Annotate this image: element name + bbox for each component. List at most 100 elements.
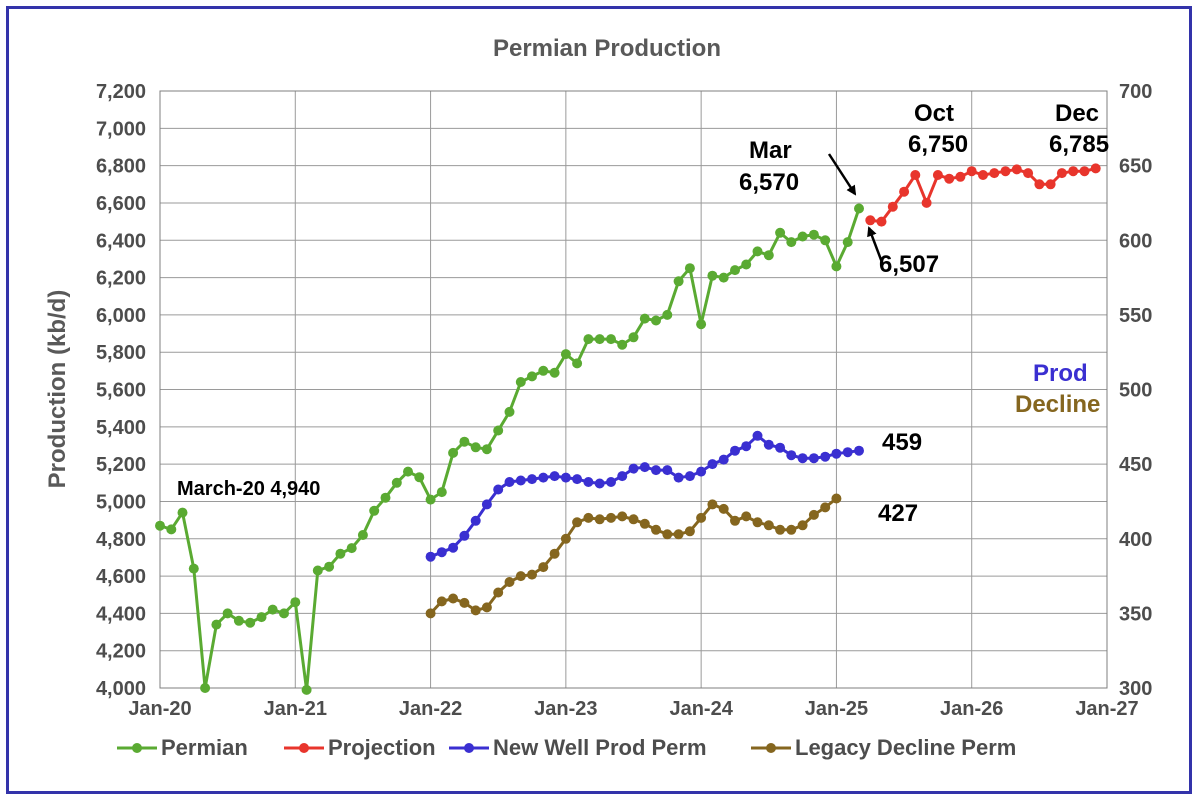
data-point-new-well-prod-perm <box>436 547 447 558</box>
legend-swatch-marker <box>766 743 776 753</box>
y2-tick-label: 450 <box>1119 454 1152 476</box>
data-point-legacy-decline-perm <box>752 517 763 528</box>
data-point-permian <box>166 524 177 535</box>
data-point-legacy-decline-perm <box>808 509 819 520</box>
y-tick-label: 4,200 <box>96 641 146 663</box>
data-point-new-well-prod-perm <box>628 463 639 474</box>
data-point-permian <box>786 237 797 248</box>
x-tick-label: Jan-21 <box>264 698 327 720</box>
data-point-permian <box>380 492 391 503</box>
data-point-projection <box>887 201 898 212</box>
y2-tick-label: 400 <box>1119 529 1152 551</box>
data-point-new-well-prod-perm <box>820 451 831 462</box>
data-point-permian <box>560 349 571 360</box>
data-point-new-well-prod-perm <box>594 478 605 489</box>
data-point-legacy-decline-perm <box>594 514 605 525</box>
data-point-new-well-prod-perm <box>842 447 853 458</box>
legend-label: Legacy Decline Perm <box>795 735 1016 760</box>
data-point-permian <box>470 442 481 453</box>
data-point-new-well-prod-perm <box>707 459 718 470</box>
data-point-projection <box>932 170 943 180</box>
annotation-arrow-mar <box>827 153 857 196</box>
data-point-legacy-decline-perm <box>673 529 684 540</box>
y-tick-label: 5,600 <box>96 380 146 402</box>
data-point-legacy-decline-perm <box>583 512 594 523</box>
data-point-legacy-decline-perm <box>763 520 774 531</box>
data-point-new-well-prod-perm <box>662 465 673 476</box>
data-point-permian <box>222 608 233 619</box>
y2-tick-label: 350 <box>1119 603 1152 625</box>
data-point-legacy-decline-perm <box>448 593 459 604</box>
data-point-permian <box>245 617 256 628</box>
data-point-projection <box>989 168 1000 179</box>
data-point-legacy-decline-perm <box>493 587 504 598</box>
y-tick-label: 7,000 <box>96 118 146 140</box>
data-point-legacy-decline-perm <box>718 503 729 514</box>
data-point-permian <box>797 231 808 242</box>
y-axis-label: Production (kb/d) <box>44 290 71 489</box>
data-point-legacy-decline-perm <box>786 524 797 535</box>
data-point-permian <box>741 259 752 270</box>
data-point-projection <box>865 215 876 226</box>
data-point-permian <box>763 250 774 261</box>
data-point-permian <box>403 466 413 477</box>
series-new-well-prod-perm <box>425 430 864 562</box>
legend-label: Permian <box>161 735 248 760</box>
data-point-permian <box>684 263 695 274</box>
data-point-permian <box>639 313 650 324</box>
annotation-decline-value: 427 <box>878 500 918 527</box>
annotation-mar-label: Mar <box>749 137 792 164</box>
data-point-legacy-decline-perm <box>606 512 616 523</box>
data-point-projection <box>910 170 921 180</box>
data-point-permian <box>312 565 323 576</box>
data-point-legacy-decline-perm <box>775 524 786 535</box>
y-tick-label: 4,400 <box>96 603 146 625</box>
data-point-legacy-decline-perm <box>527 569 537 580</box>
data-point-permian <box>459 436 470 447</box>
x-tick-label: Jan-24 <box>669 698 733 720</box>
data-point-permian <box>808 229 819 240</box>
data-point-new-well-prod-perm <box>459 530 470 541</box>
plot-area-border <box>159 90 1108 689</box>
data-point-permian <box>267 604 278 615</box>
series-legacy-decline-perm <box>425 493 842 619</box>
data-point-permian <box>346 543 357 554</box>
data-point-new-well-prod-perm <box>572 474 583 485</box>
annotation-march20: March-20 4,940 <box>177 478 320 500</box>
data-point-permian <box>290 597 301 608</box>
data-point-new-well-prod-perm <box>741 441 752 452</box>
data-point-permian <box>391 477 402 488</box>
annotation-decline-label: Decline <box>1015 391 1100 418</box>
data-point-new-well-prod-perm <box>560 472 571 483</box>
data-point-legacy-decline-perm <box>515 571 526 582</box>
data-point-new-well-prod-perm <box>538 472 549 483</box>
data-point-new-well-prod-perm <box>854 445 864 456</box>
data-point-permian <box>188 563 199 574</box>
data-point-permian <box>673 276 684 287</box>
data-point-new-well-prod-perm <box>583 477 594 487</box>
data-point-legacy-decline-perm <box>470 605 481 616</box>
y-tick-label: 6,800 <box>96 156 146 178</box>
data-point-projection <box>1034 179 1045 190</box>
legend: Permian Projection New Well Prod Perm Legac… <box>117 735 1016 760</box>
x-tick-label: Jan-26 <box>940 698 1003 720</box>
data-point-permian <box>696 319 707 330</box>
y-tick-label: 5,800 <box>96 342 146 364</box>
data-point-projection <box>1090 163 1101 174</box>
data-point-new-well-prod-perm <box>448 542 459 553</box>
data-point-legacy-decline-perm <box>617 511 628 522</box>
data-point-legacy-decline-perm <box>696 512 707 523</box>
data-point-permian <box>628 332 639 343</box>
data-point-new-well-prod-perm <box>718 454 729 465</box>
data-point-new-well-prod-perm <box>797 453 808 464</box>
data-point-projection <box>1000 166 1011 177</box>
annotation-dec-label: Dec <box>1055 100 1099 127</box>
data-point-permian <box>583 334 594 345</box>
chart-frame: 4,000 4,200 4,400 4,600 4,800 5,000 5,200 5,400… <box>6 6 1192 794</box>
data-point-permian <box>369 505 380 516</box>
data-point-permian <box>414 472 425 483</box>
data-point-legacy-decline-perm <box>481 602 492 613</box>
data-point-legacy-decline-perm <box>628 514 639 525</box>
data-point-new-well-prod-perm <box>481 499 492 510</box>
data-point-legacy-decline-perm <box>662 529 673 540</box>
